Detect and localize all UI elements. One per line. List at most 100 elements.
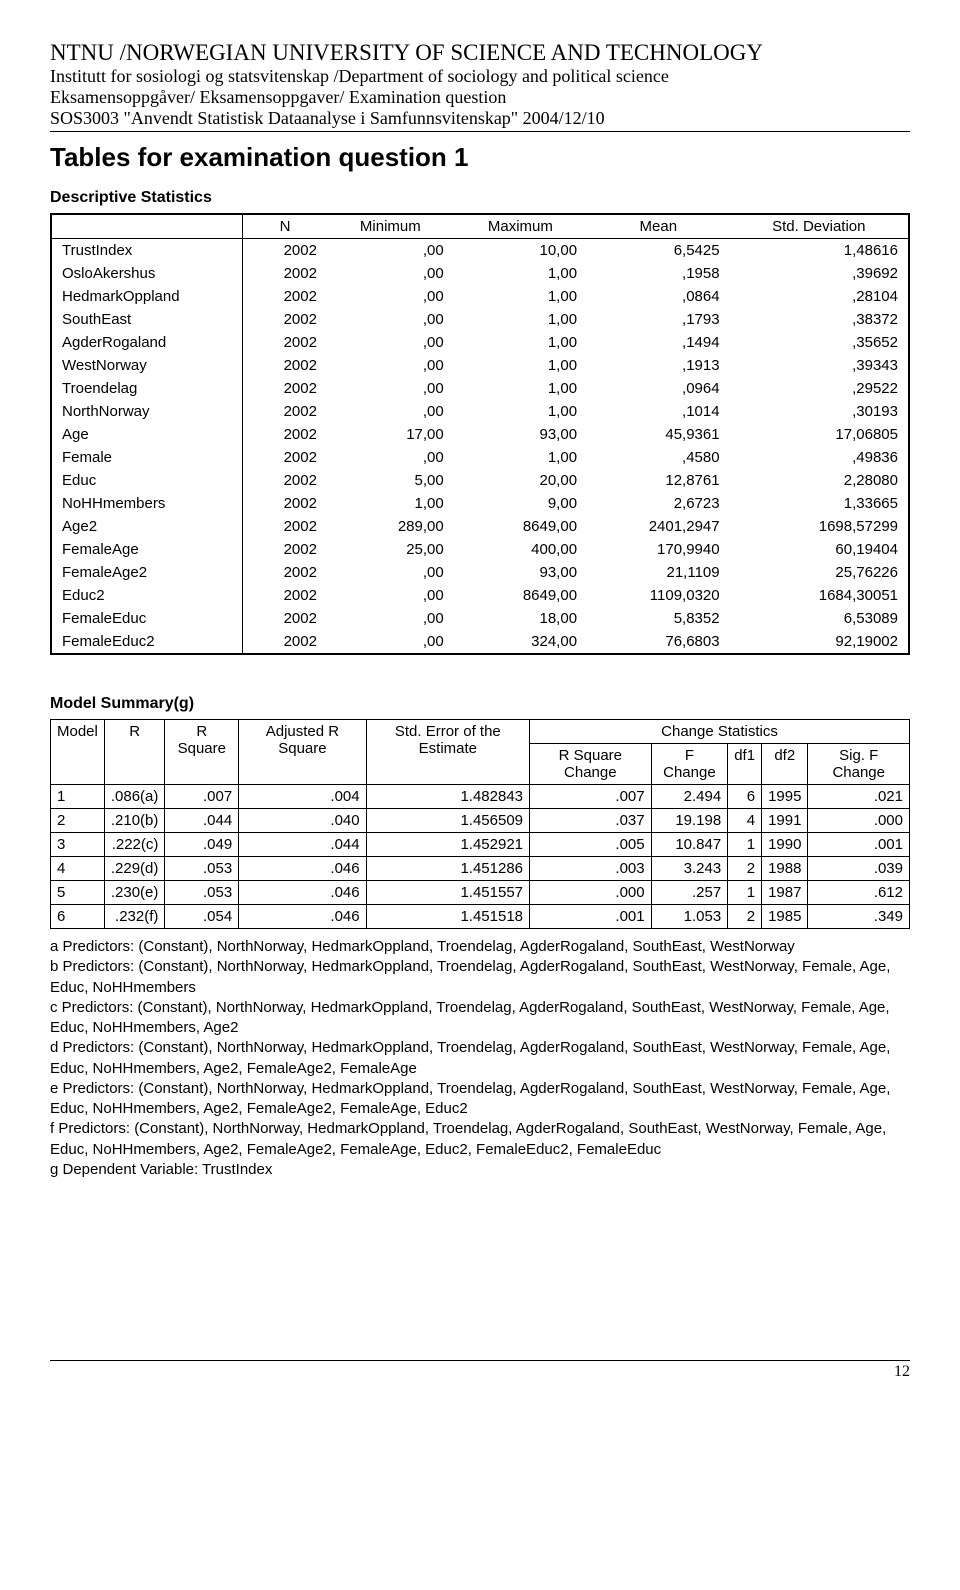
- desc-cell: 2002: [243, 607, 327, 630]
- model-cell: .000: [808, 809, 910, 833]
- desc-cell: 2002: [243, 331, 327, 354]
- desc-cell: 2002: [243, 538, 327, 561]
- model-col-header: Std. Error of the Estimate: [366, 720, 529, 785]
- desc-cell: 9,00: [454, 492, 587, 515]
- desc-row: HedmarkOppland2002,001,00,0864,28104: [51, 285, 909, 308]
- model-cell: 3.243: [651, 857, 728, 881]
- desc-cell: ,00: [327, 354, 454, 377]
- desc-row: Age200217,0093,0045,936117,06805: [51, 423, 909, 446]
- desc-cell: 60,19404: [730, 538, 909, 561]
- desc-cell: 92,19002: [730, 630, 909, 654]
- desc-cell: ,39343: [730, 354, 909, 377]
- desc-cell: 93,00: [454, 423, 587, 446]
- desc-cell: 1,00: [454, 377, 587, 400]
- desc-row-label: FemaleAge2: [51, 561, 243, 584]
- desc-cell: ,0964: [587, 377, 730, 400]
- desc-cell: 17,00: [327, 423, 454, 446]
- model-cell: 4: [51, 857, 105, 881]
- desc-col-header: [51, 214, 243, 239]
- model-cell: 2: [51, 809, 105, 833]
- desc-cell: 6,53089: [730, 607, 909, 630]
- model-col-header: R: [104, 720, 165, 785]
- model-cell: .049: [165, 833, 239, 857]
- desc-cell: 2002: [243, 354, 327, 377]
- model-cell: .037: [530, 809, 652, 833]
- model-cell: .004: [239, 785, 366, 809]
- desc-row-label: FemaleEduc: [51, 607, 243, 630]
- model-cell: 4: [728, 809, 762, 833]
- desc-cell: 17,06805: [730, 423, 909, 446]
- model-cell: .053: [165, 881, 239, 905]
- desc-cell: 1,00: [454, 446, 587, 469]
- header-department: Institutt for sosiologi og statsvitenska…: [50, 66, 910, 87]
- model-cell: .053: [165, 857, 239, 881]
- header-institution: NTNU /NORWEGIAN UNIVERSITY OF SCIENCE AN…: [50, 40, 910, 66]
- model-subcol-header: df1: [728, 744, 762, 785]
- desc-cell: 1,48616: [730, 239, 909, 263]
- desc-row: FemaleEduc22002,00324,0076,680392,19002: [51, 630, 909, 654]
- model-subcol-header: df2: [762, 744, 808, 785]
- model-row: 2.210(b).044.0401.456509.03719.19841991.…: [51, 809, 910, 833]
- desc-cell: ,30193: [730, 400, 909, 423]
- desc-cell: 1,00: [454, 400, 587, 423]
- model-cell: 3: [51, 833, 105, 857]
- model-cell: 1.482843: [366, 785, 529, 809]
- model-cell: .044: [165, 809, 239, 833]
- model-cell: 2.494: [651, 785, 728, 809]
- model-cell: 1990: [762, 833, 808, 857]
- model-cell: .039: [808, 857, 910, 881]
- desc-cell: 10,00: [454, 239, 587, 263]
- model-cell: .257: [651, 881, 728, 905]
- model-cell: .005: [530, 833, 652, 857]
- desc-cell: 1684,30051: [730, 584, 909, 607]
- desc-header-row: NMinimumMaximumMeanStd. Deviation: [51, 214, 909, 239]
- desc-cell: 1,00: [454, 331, 587, 354]
- desc-cell: 5,00: [327, 469, 454, 492]
- model-cell: .001: [530, 905, 652, 929]
- model-cell: 2: [728, 905, 762, 929]
- desc-cell: 76,6803: [587, 630, 730, 654]
- desc-cell: 1,00: [327, 492, 454, 515]
- model-cell: 1985: [762, 905, 808, 929]
- model-header-row1: ModelRR SquareAdjusted R SquareStd. Erro…: [51, 720, 910, 744]
- model-subcol-header: R Square Change: [530, 744, 652, 785]
- model-row: 3.222(c).049.0441.452921.00510.84711990.…: [51, 833, 910, 857]
- footnote-line: b Predictors: (Constant), NorthNorway, H…: [50, 957, 910, 998]
- model-cell: .007: [165, 785, 239, 809]
- desc-cell: 2002: [243, 423, 327, 446]
- descriptive-statistics-table: NMinimumMaximumMeanStd. Deviation TrustI…: [50, 213, 910, 655]
- model-cell: 1991: [762, 809, 808, 833]
- model-cell: .003: [530, 857, 652, 881]
- desc-row-label: FemaleAge: [51, 538, 243, 561]
- model-row: 1.086(a).007.0041.482843.0072.49461995.0…: [51, 785, 910, 809]
- desc-row-label: Troendelag: [51, 377, 243, 400]
- footnote-line: d Predictors: (Constant), NorthNorway, H…: [50, 1038, 910, 1079]
- desc-row-label: OsloAkershus: [51, 262, 243, 285]
- desc-row-label: HedmarkOppland: [51, 285, 243, 308]
- model-summary-table: ModelRR SquareAdjusted R SquareStd. Erro…: [50, 719, 910, 929]
- model-cell: 1.451286: [366, 857, 529, 881]
- desc-cell: ,1913: [587, 354, 730, 377]
- footnote-line: a Predictors: (Constant), NorthNorway, H…: [50, 937, 910, 957]
- desc-cell: 1698,57299: [730, 515, 909, 538]
- desc-row: TrustIndex2002,0010,006,54251,48616: [51, 239, 909, 263]
- desc-cell: 2002: [243, 630, 327, 654]
- model-cell: .046: [239, 881, 366, 905]
- desc-cell: 45,9361: [587, 423, 730, 446]
- desc-cell: ,00: [327, 331, 454, 354]
- model-cell: 19.198: [651, 809, 728, 833]
- footnote-line: c Predictors: (Constant), NorthNorway, H…: [50, 998, 910, 1039]
- desc-cell: ,35652: [730, 331, 909, 354]
- desc-cell: 170,9940: [587, 538, 730, 561]
- model-cell: .001: [808, 833, 910, 857]
- desc-cell: 20,00: [454, 469, 587, 492]
- desc-cell: 2002: [243, 492, 327, 515]
- desc-cell: ,4580: [587, 446, 730, 469]
- desc-cell: ,00: [327, 607, 454, 630]
- desc-row-label: Age2: [51, 515, 243, 538]
- desc-row: Troendelag2002,001,00,0964,29522: [51, 377, 909, 400]
- model-cell: .232(f): [104, 905, 165, 929]
- desc-row: Educ22002,008649,001109,03201684,30051: [51, 584, 909, 607]
- desc-cell: 1,00: [454, 354, 587, 377]
- desc-cell: 18,00: [454, 607, 587, 630]
